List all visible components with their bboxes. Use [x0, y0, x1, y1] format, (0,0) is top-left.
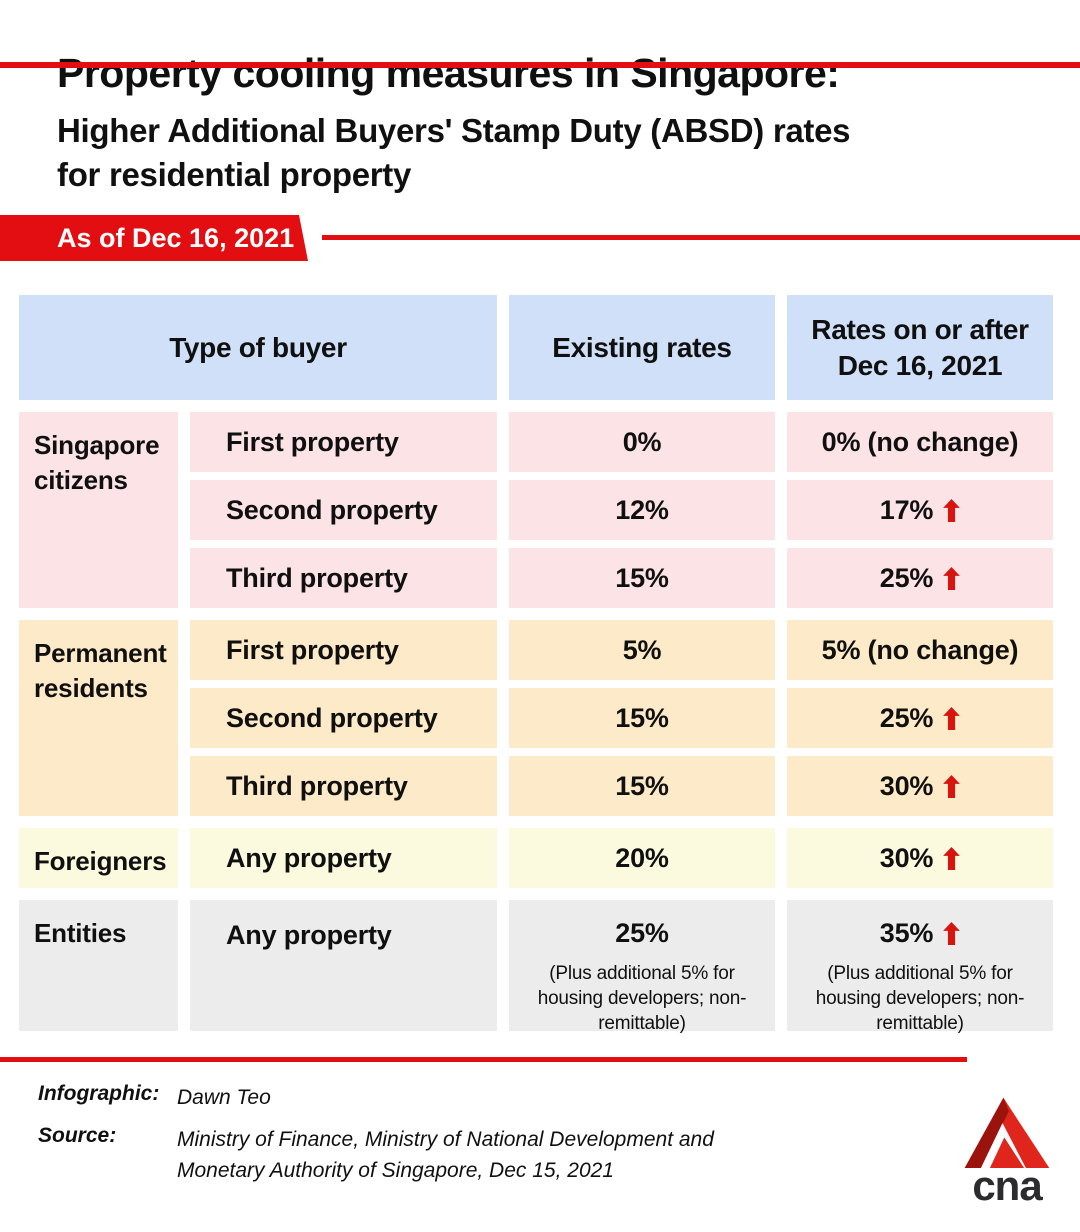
property-cell: Second property [190, 480, 497, 540]
new-rate-value: 35% [879, 918, 934, 948]
header-rates-after-line2: Dec 16, 2021 [837, 349, 1003, 381]
existing-rate-cell: 20% [509, 828, 775, 888]
increase-arrow-icon [943, 846, 961, 870]
property-cell: Third property [190, 548, 497, 608]
infographic-page: { "page": { "title": "Property cooling m… [0, 50, 1080, 1232]
new-rate-cell: 30% [787, 828, 1053, 888]
existing-rate-value: 25% [615, 918, 669, 948]
infographic-credit-row: Infographic: Dawn Teo [38, 1082, 1080, 1113]
property-cell: Any property [190, 828, 497, 888]
rate-with-arrow: 30% [879, 842, 961, 874]
new-rate-cell: 5% (no change) [787, 620, 1053, 680]
page-subtitle-line2: for residential property [57, 156, 412, 193]
source-label: Source: [38, 1124, 117, 1147]
increase-arrow-icon [943, 566, 961, 590]
new-rate-value: 17% [879, 494, 934, 525]
infographic-credit-label: Infographic: [38, 1082, 160, 1105]
new-rate-cell: 25% [787, 548, 1053, 608]
existing-rate-cell: 25% (Plus additional 5% for housing deve… [509, 900, 775, 1034]
buyer-group-label: Entities [19, 900, 178, 1031]
cna-logo-text: cna [972, 1162, 1042, 1209]
property-cell: Third property [190, 756, 497, 816]
header-type-of-buyer: Type of buyer [19, 295, 497, 400]
existing-rate-cell: 5% [509, 620, 775, 680]
page-subtitle-line1: Higher Additional Buyers' Stamp Duty (AB… [57, 112, 851, 149]
table-row: Second property 15% 25% [190, 688, 1053, 748]
buyer-group-singapore-citizens: Singapore citizens First property 0% 0% … [19, 412, 1053, 608]
buyer-group-foreigners: Foreigners Any property 20% 30% [19, 828, 1053, 888]
property-cell: Second property [190, 688, 497, 748]
table-row: Third property 15% 30% [190, 756, 1053, 816]
rate-with-arrow: 35% [879, 918, 961, 949]
new-rate-value: 30% [879, 842, 934, 873]
footer-credits: Infographic: Dawn Teo Source: Ministry o… [38, 1082, 1080, 1186]
table-row: First property 0% 0% (no change) [190, 412, 1053, 472]
existing-rate-cell: 0% [509, 412, 775, 472]
date-badge-row: As of Dec 16, 2021 [0, 215, 1080, 261]
rate-note: (Plus additional 5% for housing develope… [815, 963, 1025, 1034]
property-cell: First property [190, 412, 497, 472]
buyer-group-rows: Any property 20% 30% [190, 828, 1053, 888]
property-cell: Any property [190, 900, 497, 1031]
property-cell: First property [190, 620, 497, 680]
rate-note: (Plus additional 5% for housing develope… [537, 963, 747, 1034]
header-rates-after: Rates on or after Dec 16, 2021 [787, 295, 1053, 400]
table-row: Second property 12% 17% [190, 480, 1053, 540]
page-title: Property cooling measures in Singapore: [57, 50, 840, 96]
source-value: Ministry of Finance, Ministry of Nationa… [177, 1128, 714, 1182]
increase-arrow-icon [943, 922, 961, 945]
date-badge-line [322, 235, 1080, 240]
rate-with-arrow: 25% [879, 702, 961, 734]
new-rate-value: 25% [879, 562, 934, 593]
buyer-group-rows: First property 5% 5% (no change) Second … [190, 620, 1053, 816]
new-rate-cell: 17% [787, 480, 1053, 540]
table-row: Third property 15% 25% [190, 548, 1053, 608]
table-row: First property 5% 5% (no change) [190, 620, 1053, 680]
header-existing-rates: Existing rates [509, 295, 775, 400]
buyer-group-label: Singapore citizens [19, 412, 178, 608]
top-red-bar [0, 62, 1080, 68]
increase-arrow-icon [943, 498, 961, 522]
buyer-group-label: Foreigners [19, 828, 178, 888]
infographic-credit-value: Dawn Teo [177, 1086, 271, 1109]
cna-logo-arrow-icon [964, 1097, 1050, 1168]
footer-divider [0, 1057, 967, 1062]
table-header-row: Type of buyer Existing rates Rates on or… [19, 295, 1053, 400]
rate-with-arrow: 17% [879, 494, 961, 526]
existing-rate-cell: 15% [509, 756, 775, 816]
existing-rate-cell: 15% [509, 688, 775, 748]
new-rate-value: 25% [879, 702, 934, 733]
rate-with-arrow: 30% [879, 770, 961, 802]
page-subtitle: Higher Additional Buyers' Stamp Duty (AB… [57, 109, 1080, 197]
new-rate-cell: 30% [787, 756, 1053, 816]
date-badge: As of Dec 16, 2021 [0, 215, 308, 261]
buyer-group-permanent-residents: Permanent residents First property 5% 5%… [19, 620, 1053, 816]
existing-rate-cell: 12% [509, 480, 775, 540]
new-rate-cell: 35% (Plus additional 5% for housing deve… [787, 900, 1053, 1034]
absd-rates-table: Type of buyer Existing rates Rates on or… [19, 295, 1053, 1034]
table-row: Any property 25% (Plus additional 5% for… [190, 900, 1053, 1034]
buyer-group-label: Permanent residents [19, 620, 178, 816]
increase-arrow-icon [943, 706, 961, 730]
new-rate-value: 30% [879, 770, 934, 801]
existing-rate-cell: 15% [509, 548, 775, 608]
buyer-group-rows: First property 0% 0% (no change) Second … [190, 412, 1053, 608]
table-row: Any property 20% 30% [190, 828, 1053, 888]
source-row: Source: Ministry of Finance, Ministry of… [38, 1124, 1080, 1186]
buyer-group-rows: Any property 25% (Plus additional 5% for… [190, 900, 1053, 1034]
rate-with-arrow: 25% [879, 562, 961, 594]
new-rate-cell: 25% [787, 688, 1053, 748]
new-rate-cell: 0% (no change) [787, 412, 1053, 472]
cna-logo: cna [960, 1096, 1054, 1209]
increase-arrow-icon [943, 774, 961, 798]
header-rates-after-line1: Rates on or after [811, 313, 1029, 345]
buyer-group-entities: Entities Any property 25% (Plus addition… [19, 900, 1053, 1034]
